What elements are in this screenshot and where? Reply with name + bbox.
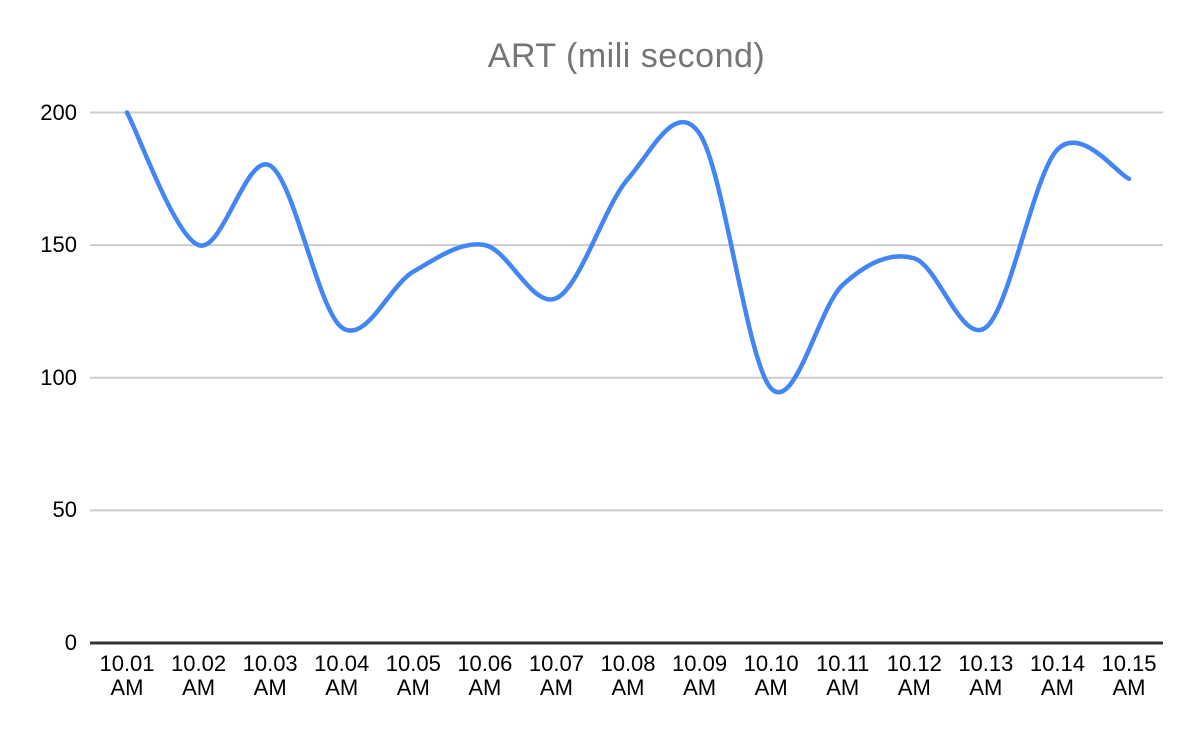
x-tick-label: 10.01 AM [99,651,155,700]
x-tick-label: 10.13 AM [958,651,1014,700]
x-tick-label: 10.12 AM [886,651,942,700]
x-tick-label: 10.07 AM [528,651,584,700]
x-tick-label: 10.08 AM [600,651,656,700]
gridlines [90,111,1163,645]
y-tick-label: 200 [40,99,77,125]
x-tick-label: 10.02 AM [171,651,227,700]
series-line-art [124,110,1132,395]
x-tick-label: 10.03 AM [242,651,298,700]
x-tick-label: 10.15 AM [1101,651,1157,700]
x-tick-label: 10.10 AM [743,651,799,700]
x-tick-label: 10.06 AM [457,651,513,700]
y-tick-label: 150 [40,232,77,258]
x-tick-label: 10.05 AM [385,651,441,700]
x-tick-label: 10.14 AM [1029,651,1085,700]
x-tick-label: 10.11 AM [815,651,870,700]
y-tick-label: 50 [52,497,77,523]
x-tick-label: 10.09 AM [672,651,728,700]
y-tick-label: 100 [40,364,77,390]
chart-title: ART (mili second) [487,37,766,75]
y-tick-label: 0 [64,630,77,655]
x-tick-label: 10.04 AM [314,651,370,700]
